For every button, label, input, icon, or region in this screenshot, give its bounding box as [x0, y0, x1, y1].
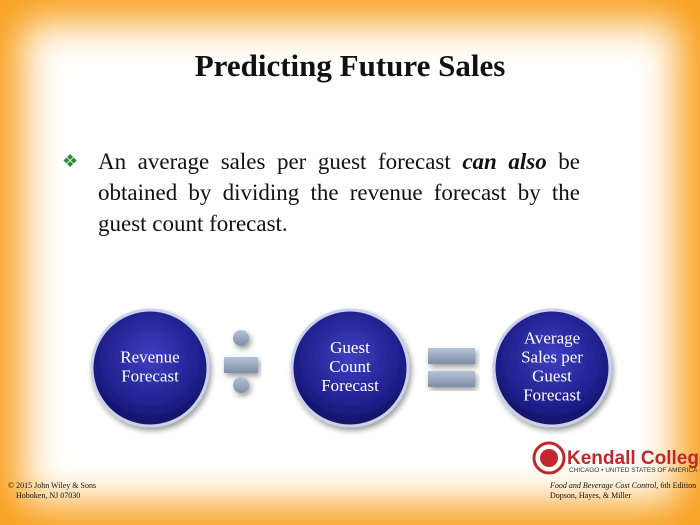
authors: Dopson, Hayes, & Miller: [550, 491, 632, 500]
footer-right: Food and Beverage Cost Control, 6th Edit…: [550, 481, 696, 501]
book: Food and Beverage Cost Control,: [550, 481, 659, 490]
footer-line: © 2015 John Wiley & Sons: [8, 481, 97, 490]
bullet-icon: ❖: [62, 151, 79, 171]
circle-label: Count: [329, 357, 371, 376]
circle: [90, 308, 210, 428]
circle-label: Average: [524, 328, 580, 347]
logo-tagline: CHICAGO • UNITED STATES OF AMERICA: [569, 467, 698, 474]
equals-sign: [428, 348, 475, 387]
emphasis: can also: [462, 149, 547, 174]
bullet-text: An average sales per guest forecast can …: [98, 146, 580, 239]
circle: [492, 308, 612, 428]
circle-label: Forecast: [321, 376, 379, 395]
title: Predicting Future Sales: [194, 48, 506, 83]
circle-label: Forecast: [121, 366, 179, 385]
text: An average sales per guest forecast: [98, 149, 463, 174]
logo-name: Kendall College: [567, 448, 700, 469]
circle-label: Revenue: [120, 347, 179, 366]
text: be obtained by dividing the revenue fore…: [98, 149, 581, 236]
logo: Kendall College CHICAGO • UNITED STATES …: [532, 441, 700, 475]
circle-label: Guest: [532, 366, 572, 385]
circle-label: Forecast: [523, 385, 581, 404]
circle-label: Guest: [330, 338, 370, 357]
footer-line: Hoboken, NJ 07030: [16, 491, 81, 500]
circle-label: Sales per: [521, 347, 583, 366]
circle: [290, 308, 410, 428]
footer-left: © 2015 John Wiley & Sons Hoboken, NJ 0703…: [8, 481, 96, 501]
edition: 6th Edition: [658, 481, 697, 490]
divide-sign: [224, 330, 258, 393]
